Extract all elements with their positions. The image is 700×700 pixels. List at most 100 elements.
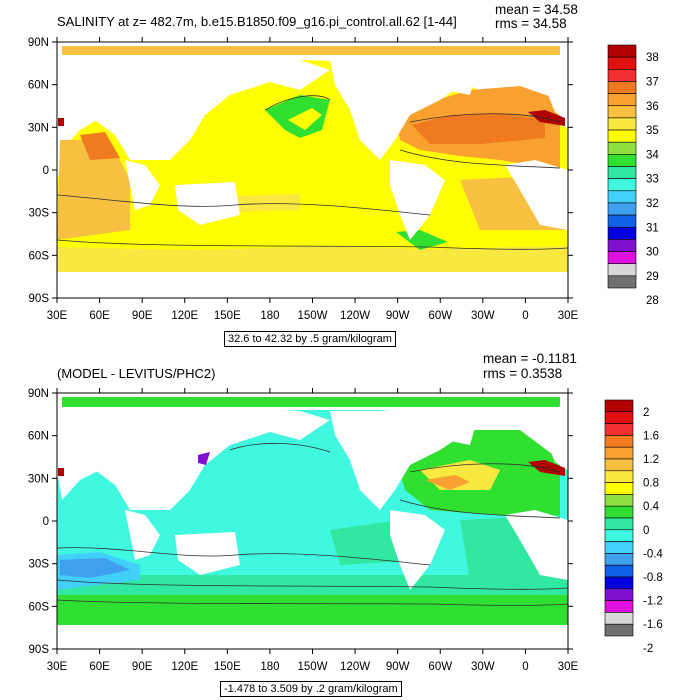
x-tick-label: 30E bbox=[47, 661, 68, 673]
colorbar-box bbox=[607, 56, 637, 70]
africa bbox=[125, 160, 160, 210]
x-tick-label: 30E bbox=[47, 310, 68, 322]
north-america bbox=[330, 60, 470, 160]
x-tick-label: 60E bbox=[89, 661, 110, 673]
colorbar-label: -0.8 bbox=[643, 572, 663, 584]
colorbar-label: -2 bbox=[643, 643, 653, 655]
southern-band bbox=[57, 246, 568, 272]
colorbar-label: -1.2 bbox=[643, 596, 663, 608]
y-tick-label: 60S bbox=[29, 601, 50, 613]
south-america bbox=[390, 160, 445, 240]
south-america-2 bbox=[390, 510, 445, 590]
colorbar-box bbox=[604, 446, 634, 460]
y-tick-label: 30N bbox=[28, 473, 49, 485]
colorbar-box bbox=[607, 226, 637, 240]
colorbar-label: 36 bbox=[646, 101, 659, 113]
mediterranean-patch bbox=[528, 110, 565, 126]
x-tick-label: 90E bbox=[132, 310, 153, 322]
y-tick-label: 30S bbox=[29, 208, 50, 220]
indian-deepblue bbox=[60, 558, 130, 578]
x-tick-label: 30W bbox=[471, 661, 495, 673]
colorbar-box bbox=[604, 612, 634, 625]
colorbar-box bbox=[607, 129, 637, 143]
colorbar-label: 28 bbox=[646, 295, 659, 307]
southern-green bbox=[57, 590, 568, 625]
colorbar-box bbox=[604, 517, 634, 531]
australia bbox=[175, 182, 240, 225]
colorbar-box bbox=[607, 214, 637, 228]
continents bbox=[57, 55, 568, 298]
colorbar-box bbox=[607, 275, 637, 289]
colorbar-box bbox=[607, 202, 637, 216]
x-tick-label: 60E bbox=[89, 310, 110, 322]
colorbar-label: 33 bbox=[646, 174, 659, 186]
colorbar-box bbox=[607, 141, 637, 155]
y-tick-label: 90S bbox=[29, 293, 50, 305]
y-tick-label: 60N bbox=[28, 80, 49, 92]
colorbar-box bbox=[607, 263, 637, 277]
colorbar-box bbox=[604, 494, 634, 507]
southern-cyan bbox=[57, 575, 568, 595]
colorbar-box bbox=[604, 399, 634, 413]
colorbar-label: 35 bbox=[646, 125, 659, 137]
eurasia bbox=[57, 60, 330, 160]
y-tick-label: 90S bbox=[29, 644, 50, 656]
x-tick-label: 180 bbox=[260, 310, 279, 322]
colorbar-box bbox=[604, 482, 634, 495]
y-tick-label: 90N bbox=[28, 388, 49, 400]
colorbar-label: 0.4 bbox=[643, 501, 660, 513]
y-tick-label: 0 bbox=[43, 516, 49, 528]
greenland-2 bbox=[430, 410, 480, 445]
north-america-2 bbox=[330, 411, 470, 510]
colorbar-box bbox=[604, 576, 634, 590]
colorbar-box bbox=[604, 564, 634, 578]
colorbar-label: 2 bbox=[643, 407, 649, 419]
south-pacific-yellow-tongue bbox=[235, 194, 300, 212]
africa-west-2 bbox=[505, 510, 568, 580]
panel-1-mean: mean = 34.58 bbox=[495, 2, 578, 17]
y-tick-label: 30N bbox=[28, 122, 49, 134]
panel-2-mean: mean = -0.1181 bbox=[483, 351, 577, 366]
contours-1 bbox=[57, 95, 568, 250]
x-tick-label: 90W bbox=[386, 661, 410, 673]
x-tick-label: 0 bbox=[522, 661, 528, 673]
colorbar-box bbox=[607, 190, 637, 204]
red-sea-patch bbox=[58, 118, 64, 126]
x-tick-label: 60W bbox=[428, 661, 452, 673]
colorbar-label: 29 bbox=[646, 271, 659, 283]
colorbar-box bbox=[604, 588, 634, 601]
x-tick-label: 150W bbox=[297, 310, 327, 322]
greenland bbox=[430, 60, 480, 95]
north-atlantic-core bbox=[412, 113, 545, 144]
x-tick-label: 150E bbox=[214, 310, 241, 322]
panel-1-rms: rms = 34.58 bbox=[495, 16, 567, 31]
arctic-green bbox=[62, 397, 560, 407]
panel-2-map bbox=[57, 393, 568, 649]
colorbar-label: 30 bbox=[646, 247, 659, 259]
panel-1-range-label: 32.6 to 42.32 by .5 gram/kilogram bbox=[224, 331, 396, 347]
x-tick-label: 30W bbox=[471, 310, 495, 322]
colorbar-box bbox=[607, 178, 637, 192]
colorbar-label: 38 bbox=[646, 52, 659, 64]
europe-east-2 bbox=[548, 405, 568, 470]
colorbar-box bbox=[607, 239, 637, 252]
africa-2 bbox=[125, 510, 160, 560]
eurasia-2 bbox=[57, 411, 330, 510]
antarctica bbox=[57, 272, 568, 298]
red-sea-patch-2 bbox=[58, 468, 64, 476]
colorbar-box bbox=[607, 105, 637, 119]
panel-1-map bbox=[57, 42, 568, 298]
panel-2-rms: rms = 0.3538 bbox=[483, 366, 563, 381]
colorbar-label: 31 bbox=[646, 222, 659, 234]
x-tick-label: 180 bbox=[260, 661, 279, 673]
colorbar-box bbox=[607, 154, 637, 167]
mediterranean-patch-2 bbox=[528, 460, 565, 476]
australia-2 bbox=[175, 532, 240, 575]
colorbar-box bbox=[604, 470, 634, 483]
colorbar-box bbox=[607, 69, 637, 82]
indian-ocean bbox=[57, 140, 130, 240]
x-tick-label: 90E bbox=[132, 661, 153, 673]
colorbar-box bbox=[604, 505, 634, 519]
x-tick-label: 120E bbox=[171, 310, 198, 322]
x-tick-label: 120E bbox=[171, 661, 198, 673]
